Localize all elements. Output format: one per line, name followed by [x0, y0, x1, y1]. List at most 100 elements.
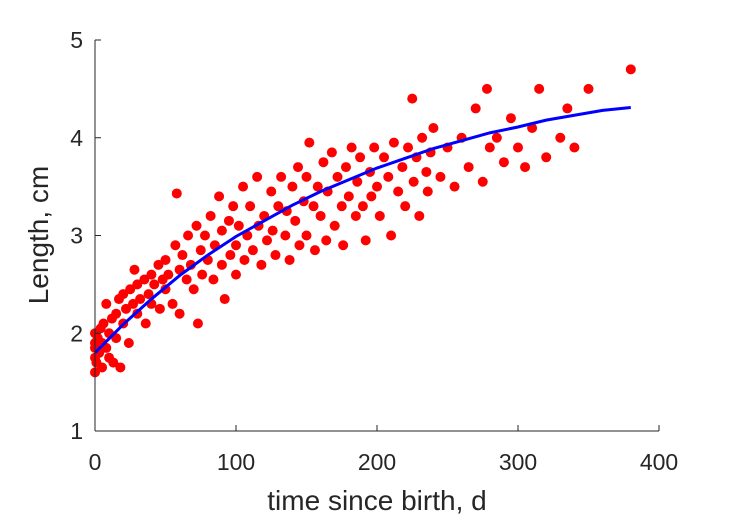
scatter-point: [231, 240, 241, 251]
scatter-point: [101, 298, 112, 309]
scatter-point: [505, 113, 516, 124]
y-tick-label: 2: [70, 320, 83, 346]
scatter-point: [350, 210, 361, 221]
scatter-point: [181, 274, 192, 285]
scatter-point: [428, 122, 439, 133]
scatter-point: [171, 188, 182, 199]
scatter-point: [208, 274, 219, 285]
scatter-point: [188, 284, 199, 295]
scatter-point: [343, 191, 354, 202]
scatter-point: [520, 162, 531, 173]
scatter-point: [407, 93, 418, 104]
scatter-point: [290, 215, 301, 226]
scatter-point: [225, 250, 236, 261]
scatter-point: [481, 83, 492, 94]
scatter-point: [374, 210, 385, 221]
scatter-point: [238, 181, 249, 192]
scatter-point: [294, 240, 305, 251]
x-tick-label: 200: [358, 449, 396, 475]
scatter-point: [625, 64, 636, 75]
scatter-point: [383, 171, 394, 182]
scatter-point: [562, 103, 573, 114]
scatter-point: [273, 201, 284, 212]
scatter-point: [309, 245, 320, 256]
scatter-point: [160, 254, 171, 265]
scatter-point: [216, 225, 227, 236]
x-axis-label: time since birth, d: [267, 485, 486, 516]
scatter-point: [183, 230, 194, 241]
scatter-point: [414, 210, 425, 221]
scatter-point: [293, 162, 304, 173]
scatter-point: [233, 220, 244, 231]
fit-line: [93, 105, 631, 354]
scatter-point: [332, 171, 343, 182]
scatter-point: [125, 284, 136, 295]
scatter-point: [340, 162, 351, 173]
scatter-point: [197, 269, 208, 280]
scatter-point: [386, 230, 397, 241]
scatter-point: [270, 250, 281, 261]
scatter-point: [146, 269, 157, 280]
scatter-point: [174, 308, 185, 319]
scatter-point: [128, 298, 139, 309]
scatter-point: [256, 259, 267, 270]
y-tick-label: 1: [70, 418, 83, 444]
scatter-point: [239, 254, 250, 265]
x-tick-label: 0: [89, 449, 102, 475]
scatter-point: [393, 186, 404, 197]
x-tick-label: 400: [640, 449, 678, 475]
scatter-point: [400, 201, 411, 212]
scatter-point: [583, 83, 594, 94]
y-tick-label: 4: [70, 125, 83, 151]
y-tick-label: 5: [70, 27, 83, 53]
scatter-point: [569, 142, 580, 153]
scatter-point: [366, 191, 377, 202]
scatter-point: [408, 176, 419, 187]
scatter-point: [214, 191, 225, 202]
scatter-point: [470, 103, 481, 114]
scatter-point: [388, 137, 399, 148]
scatter-point: [118, 289, 129, 300]
scatter-point: [301, 230, 312, 241]
scatter-point: [228, 201, 239, 212]
scatter-point: [153, 259, 164, 270]
scatter-point: [143, 289, 154, 300]
scatter-point: [417, 132, 428, 143]
scatter-point: [219, 294, 230, 305]
scatter-point: [262, 235, 273, 246]
plot-area: [90, 64, 636, 378]
scatter-point: [355, 152, 366, 163]
scatter-point: [111, 308, 122, 319]
scatter-point: [449, 181, 460, 192]
scatter-point: [372, 181, 382, 192]
scatter-point: [326, 147, 337, 158]
y-tick-label: 3: [70, 223, 83, 249]
scatter-point: [121, 303, 132, 314]
scatter-point: [484, 142, 495, 153]
scatter-point: [276, 171, 287, 182]
scatter-point: [98, 318, 109, 329]
scatter-point: [477, 176, 488, 187]
scatter-point: [266, 186, 277, 197]
scatter-point: [321, 235, 332, 246]
scatter-point: [170, 240, 181, 251]
y-axis-label: Length, cm: [23, 166, 54, 305]
scatter-point: [108, 357, 119, 368]
scatter-point: [287, 181, 298, 192]
scatter-point: [199, 230, 210, 241]
scatter-point: [280, 230, 291, 241]
scatter-point: [247, 245, 258, 256]
scatter-point: [421, 166, 432, 177]
scatter-point: [541, 152, 552, 163]
scatter-point: [491, 132, 502, 143]
scatter-point: [135, 294, 146, 305]
scatter-point: [312, 181, 323, 192]
scatter-point: [329, 220, 340, 231]
scatter-point: [132, 279, 143, 290]
scatter-point: [318, 157, 329, 168]
scatter-point: [205, 210, 216, 221]
scatter-point: [284, 254, 295, 265]
